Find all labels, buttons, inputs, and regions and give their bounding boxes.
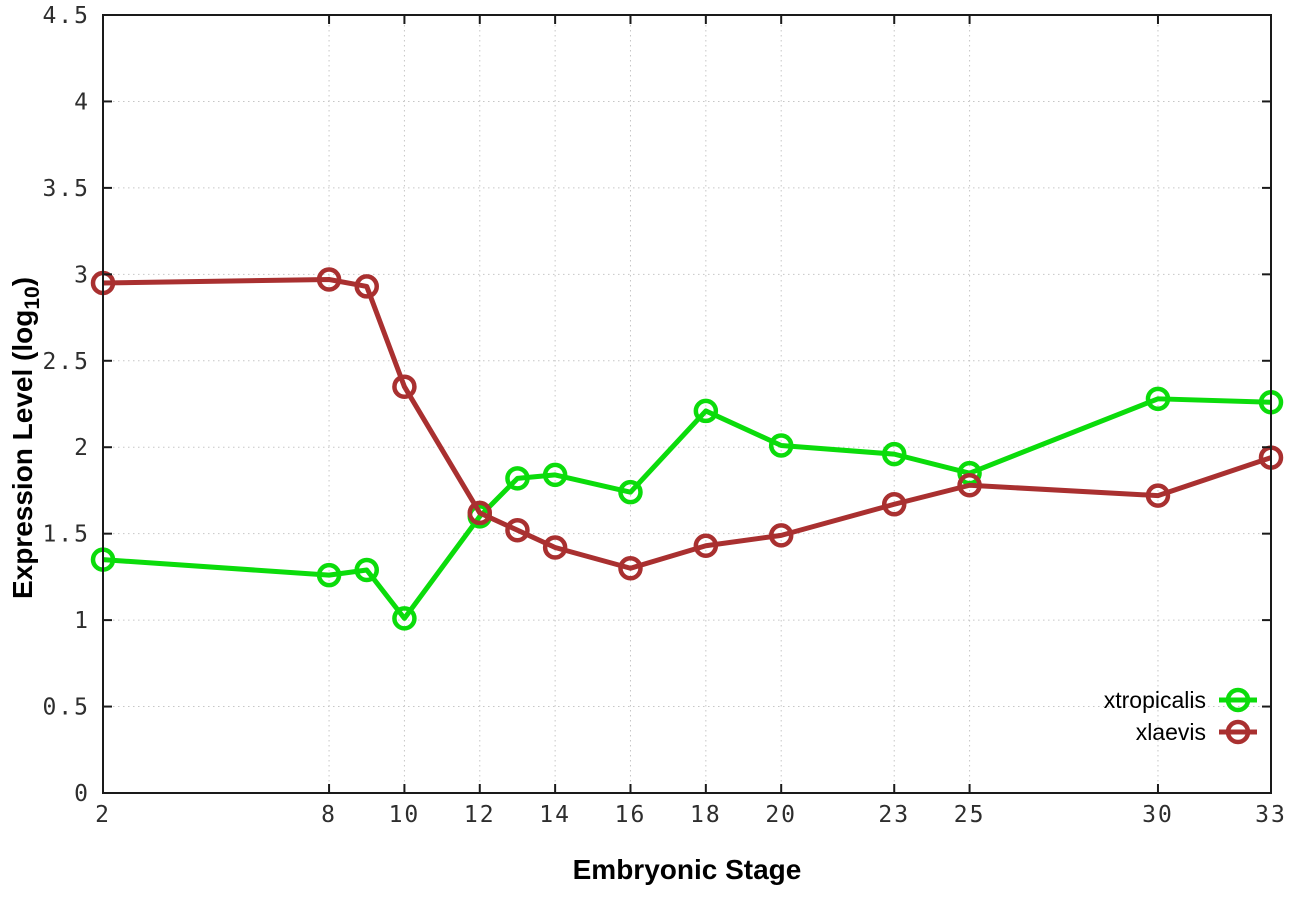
legend-entry-xlaevis: xlaevis [1136, 719, 1257, 745]
legend-label-xlaevis: xlaevis [1136, 719, 1206, 745]
data-point-xlaevis [505, 517, 530, 543]
x-tick-label: 2 [95, 802, 111, 828]
y-tick-label: 3.5 [42, 176, 90, 202]
data-point-xlaevis [693, 533, 719, 559]
series-line-xlaevis [102, 277, 1272, 571]
y-axis-title: Expression Level (log10) [7, 277, 44, 599]
legend-sample-marker-xtropicalis [1225, 687, 1251, 713]
data-point-xtropicalis [1145, 386, 1171, 412]
x-tick-label: 33 [1255, 802, 1287, 828]
x-tick-label: 14 [539, 802, 571, 828]
data-point-xtropicalis [768, 433, 794, 458]
data-point-xtropicalis [542, 462, 568, 488]
data-point-xtropicalis [618, 479, 643, 505]
data-point-xlaevis [392, 374, 417, 399]
data-point-xlaevis [1145, 483, 1171, 508]
x-tick-label: 16 [615, 802, 647, 828]
data-point-xlaevis [467, 500, 493, 526]
legend: xtropicalis xlaevis [1104, 687, 1257, 745]
legend-entry-xtropicalis: xtropicalis [1104, 687, 1257, 713]
y-tick-label: 0.5 [42, 695, 90, 721]
data-point-xtropicalis [316, 562, 342, 588]
data-point-xlaevis [316, 267, 342, 292]
y-tick-label: 3 [74, 262, 90, 288]
data-point-xtropicalis [354, 557, 379, 583]
legend-label-xtropicalis: xtropicalis [1104, 687, 1206, 713]
y-tick-label: 0 [74, 781, 90, 807]
x-tick-label: 25 [954, 802, 986, 828]
data-point-xtropicalis [693, 398, 719, 424]
x-tick-label: 8 [321, 802, 337, 828]
y-tick-label: 4 [74, 89, 90, 115]
data-point-xtropicalis [392, 606, 417, 631]
data-point-xlaevis [768, 523, 794, 548]
x-tick-label: 20 [765, 802, 797, 828]
x-axis-title: Embryonic Stage [573, 854, 802, 885]
legend-sample-marker-xlaevis [1225, 719, 1251, 745]
y-tick-label: 1.5 [42, 522, 90, 548]
data-point-xtropicalis [881, 441, 907, 467]
x-tick-label: 23 [878, 802, 910, 828]
plot-border [102, 14, 1272, 794]
data-point-xlaevis [618, 555, 643, 581]
data-point-xlaevis [542, 535, 568, 560]
data-point-xtropicalis [505, 466, 530, 491]
series-layer [90, 267, 1284, 631]
y-tick-label: 4.5 [42, 3, 90, 29]
x-tick-label: 10 [389, 802, 421, 828]
grid-layer [102, 14, 1272, 794]
y-tick-label: 1 [74, 608, 90, 634]
data-point-xlaevis [957, 473, 982, 498]
data-point-xlaevis [881, 492, 907, 517]
axis-layer: 2 8 10 12 14 16 18 20 23 25 30 33 0 0.5 1 1.5 2 2.5 3 3.5 4 4… [42, 3, 1287, 828]
series-line-xtropicalis [102, 396, 1272, 621]
data-point-xlaevis [354, 274, 379, 299]
y-tick-label: 2 [74, 435, 90, 461]
x-tick-label: 12 [464, 802, 496, 828]
x-tick-label: 18 [690, 802, 722, 828]
x-tick-label: 30 [1142, 802, 1174, 828]
y-tick-label: 2.5 [42, 349, 90, 375]
